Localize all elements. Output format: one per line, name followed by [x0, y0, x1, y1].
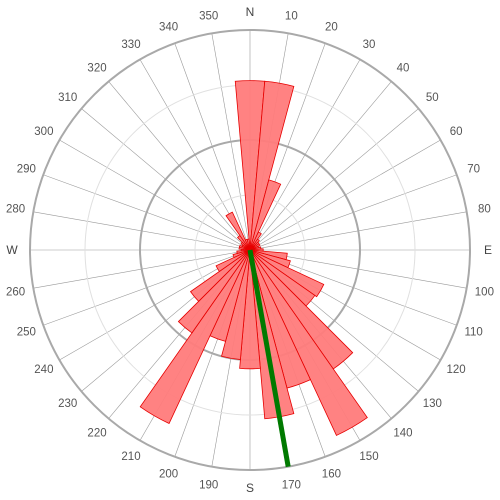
angle-tick-label-40: 40: [397, 63, 410, 75]
rose-bar-210: [139, 249, 251, 425]
angle-tick-label-290: 290: [17, 164, 36, 176]
angle-tick-label-240: 240: [34, 364, 53, 376]
rose-bar-240: [215, 249, 251, 273]
angle-tick-label-110: 110: [464, 326, 482, 338]
angle-tick-label-310: 310: [58, 92, 77, 104]
angle-tick-label-300: 300: [34, 126, 53, 138]
angle-tick-label-340: 340: [159, 21, 178, 33]
rose-bar-250: [232, 249, 251, 258]
angle-tick-label-350: 350: [199, 11, 218, 23]
angle-tick-label-210: 210: [121, 451, 140, 463]
bars-layer: [139, 80, 368, 436]
angle-tick-label-160: 160: [322, 469, 341, 481]
angle-tick-label-100: 100: [475, 286, 494, 298]
angle-tick-label-200: 200: [159, 469, 178, 481]
angle-tick-label-50: 50: [426, 92, 439, 104]
rose-bar-220: [177, 249, 251, 334]
angle-tick-label-150: 150: [359, 451, 378, 463]
mean-direction-line: [247, 249, 291, 468]
direction-label-N: N: [246, 5, 255, 19]
angle-tick-label-120: 120: [447, 364, 466, 376]
direction-label-W: W: [6, 243, 18, 257]
angle-tick-label-330: 330: [121, 39, 140, 51]
angle-tick-label-230: 230: [58, 398, 77, 410]
angle-tick-label-320: 320: [87, 63, 106, 75]
mean-direction-layer: [247, 249, 291, 468]
angle-tick-label-220: 220: [87, 427, 106, 439]
rose-bar-230: [189, 249, 251, 302]
angle-tick-label-140: 140: [393, 427, 412, 439]
angle-tick-label-60: 60: [450, 126, 463, 138]
rose-bar-150: [249, 249, 368, 436]
direction-label-S: S: [246, 481, 254, 495]
angle-tick-label-130: 130: [423, 398, 442, 410]
rose-bar-20: [249, 179, 282, 251]
rose-bar-120: [249, 249, 325, 298]
angle-tick-label-260: 260: [6, 286, 25, 298]
angle-tick-label-250: 250: [17, 326, 36, 338]
rose-bar-330: [225, 211, 251, 251]
rose-bar-350: [246, 238, 251, 251]
angle-tick-label-280: 280: [6, 204, 25, 216]
angle-tick-label-20: 20: [325, 21, 338, 33]
angular-labels-layer: N 10 20 30 40 50 60 70 80 E 100 110 120 130 140 150 160 1…: [6, 5, 494, 495]
angle-tick-label-10: 10: [285, 11, 298, 23]
angle-tick-label-30: 30: [363, 39, 376, 51]
rose-bar-180: [239, 249, 261, 370]
angle-tick-label-170: 170: [282, 479, 301, 491]
direction-label-E: E: [484, 243, 492, 257]
angle-tick-label-70: 70: [467, 164, 480, 176]
rose-bar-260: [236, 249, 251, 254]
angle-tick-label-190: 190: [199, 479, 218, 491]
angle-tick-label-80: 80: [478, 204, 491, 216]
outer-axis-circle: [29, 29, 471, 471]
